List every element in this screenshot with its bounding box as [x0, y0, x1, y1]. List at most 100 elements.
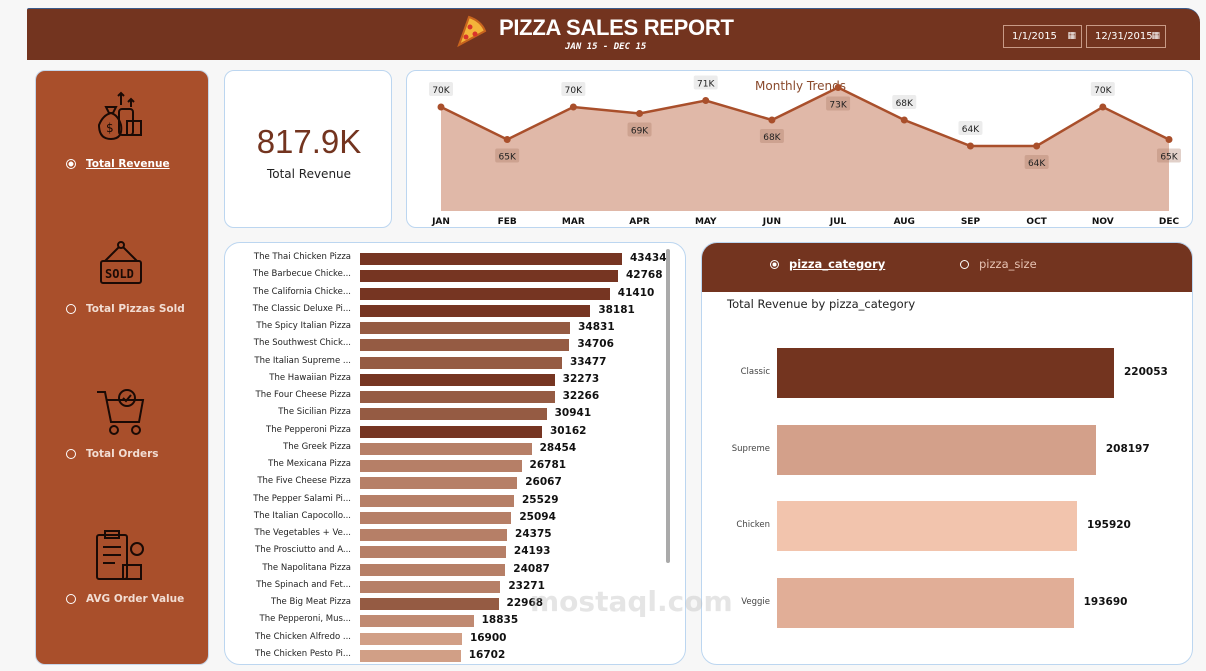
- bar[interactable]: [360, 356, 562, 369]
- data-label-bg: [826, 96, 851, 111]
- data-label: 69K: [631, 127, 649, 137]
- radio-selected-icon: [66, 159, 76, 169]
- sidebar-item-label: Total Pizzas Sold: [86, 303, 185, 315]
- bar[interactable]: [360, 373, 555, 386]
- kpi-label: Total Revenue: [266, 167, 352, 181]
- bar-value: 22968: [506, 597, 544, 609]
- svg-text:$: $: [106, 121, 114, 135]
- trend-point: [900, 116, 908, 124]
- data-label: 70K: [565, 86, 583, 96]
- category-bar[interactable]: [777, 501, 1078, 551]
- trend-line: [440, 86, 1170, 148]
- bar-label: The Classic Deluxe Pi...: [252, 303, 351, 314]
- data-label: 64K: [1028, 159, 1046, 169]
- end-date-picker[interactable]: 12/31/2015 ▦: [1086, 25, 1166, 48]
- bar[interactable]: [360, 339, 570, 352]
- category-bar[interactable]: [777, 424, 1096, 475]
- bar-value: 32266: [562, 390, 600, 402]
- tab-pizza-size[interactable]: pizza_size: [960, 257, 1037, 271]
- chart-title: Total Revenue by pizza_category: [727, 297, 916, 311]
- category-tab-header: pizza_category pizza_size: [702, 243, 1192, 292]
- money-bag-icon: $: [97, 91, 142, 141]
- trend-point: [966, 142, 974, 150]
- bar[interactable]: [360, 632, 462, 645]
- x-tick-label: AUG: [894, 217, 915, 227]
- bar[interactable]: [360, 304, 591, 317]
- bar-label: The Pepperoni Pizza: [266, 424, 351, 435]
- bar-label: The Big Meat Pizza: [270, 597, 351, 607]
- bar[interactable]: [360, 391, 555, 403]
- kpi-card-total-revenue: 817.9K Total Revenue: [224, 70, 392, 228]
- sold-sign-icon: SOLD: [100, 241, 142, 284]
- category-value: 193690: [1083, 595, 1128, 608]
- bar[interactable]: [360, 270, 618, 283]
- bar[interactable]: [360, 460, 522, 472]
- bar[interactable]: [360, 477, 518, 490]
- trend-point: [503, 136, 511, 143]
- bar[interactable]: [360, 442, 532, 455]
- data-label: 68K: [896, 99, 914, 109]
- category-bar[interactable]: [777, 348, 1114, 398]
- bar-value: 38181: [598, 303, 635, 316]
- kpi-value: 817.9K: [256, 123, 362, 160]
- bar[interactable]: [360, 598, 499, 610]
- bar-label: The Italian Capocollo...: [253, 510, 351, 521]
- pizza-slice-icon: [457, 15, 487, 48]
- trend-point: [702, 97, 710, 104]
- bar[interactable]: [360, 580, 501, 593]
- data-label-bg: [958, 121, 983, 135]
- data-label: 65K: [499, 153, 517, 163]
- pizza-revenue-bar-card: The Thai Chicken Pizza 43434 The Barbecue …: [224, 242, 686, 665]
- bar[interactable]: [360, 408, 547, 421]
- x-tick-label: JAN: [431, 217, 450, 227]
- bar-label: The Southwest Chick...: [253, 338, 351, 349]
- bar[interactable]: [360, 425, 542, 438]
- bar[interactable]: [360, 511, 512, 524]
- calendar-icon[interactable]: ▦: [1151, 31, 1160, 41]
- bar[interactable]: [360, 615, 474, 628]
- x-tick-label: NOV: [1092, 217, 1114, 227]
- bar-value: 41410: [617, 286, 655, 299]
- category-label: Classic: [740, 367, 770, 377]
- monthly-trends-card: Monthly Trends 70K JAN 65K FEB 70K MAR 69K APR 7…: [406, 70, 1193, 228]
- data-label-bg: [627, 122, 652, 137]
- trend-point: [768, 116, 776, 124]
- x-tick-label: MAY: [695, 217, 717, 227]
- bar[interactable]: [360, 529, 508, 541]
- sidebar-item-total-orders[interactable]: Total Orders: [66, 448, 159, 460]
- data-label: 64K: [962, 125, 980, 135]
- bar-value: 16900: [469, 631, 507, 644]
- data-label: 68K: [763, 133, 781, 143]
- category-label: Supreme: [731, 443, 770, 454]
- bar[interactable]: [360, 322, 571, 334]
- bar-label: The Sicilian Pizza: [278, 407, 351, 418]
- bar[interactable]: [360, 287, 610, 300]
- start-date-picker[interactable]: 1/1/2015 ▦: [1003, 25, 1082, 48]
- radio-icon: [66, 449, 76, 459]
- bar-value: 26781: [529, 459, 567, 471]
- scrollbar[interactable]: [666, 249, 670, 563]
- bar-label: The Greek Pizza: [283, 441, 351, 452]
- data-label-bg: [1090, 82, 1115, 96]
- sidebar-item-total-revenue[interactable]: Total Revenue: [66, 158, 170, 170]
- bar-value: 30162: [549, 424, 587, 437]
- bar-value: 24193: [513, 545, 551, 558]
- tab-pizza-category[interactable]: pizza_category: [770, 257, 885, 271]
- header-bar: PIZZA SALES REPORT JAN 15 - DEC 15 1/1/2…: [27, 8, 1200, 60]
- bar-value: 43434: [630, 252, 667, 264]
- bar[interactable]: [360, 253, 622, 265]
- start-date-value: 1/1/2015: [1012, 31, 1057, 42]
- bar[interactable]: [360, 546, 506, 559]
- category-bar[interactable]: [777, 577, 1074, 628]
- bar[interactable]: [360, 494, 514, 507]
- trend-point: [569, 103, 577, 111]
- data-label-bg: [429, 82, 453, 96]
- bar[interactable]: [360, 649, 461, 662]
- sidebar-item-avg-order-value[interactable]: AVG Order Value: [66, 593, 184, 605]
- bar-value: 42768: [625, 269, 663, 282]
- bar-value: 34831: [578, 321, 615, 333]
- sidebar-item-total-pizzas-sold[interactable]: Total Pizzas Sold: [66, 303, 185, 315]
- calendar-icon[interactable]: ▦: [1067, 31, 1076, 41]
- category-label: Veggie: [741, 596, 770, 607]
- bar[interactable]: [360, 563, 506, 576]
